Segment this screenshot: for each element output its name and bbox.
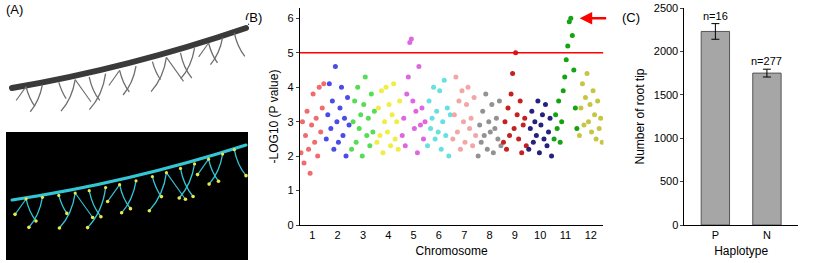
svg-text:n=277: n=277 [751,55,782,67]
svg-text:Chromosome: Chromosome [416,244,488,258]
svg-text:4: 4 [287,81,293,93]
html-text:(A): (A) [6,2,24,17]
svg-text:7: 7 [461,229,467,241]
svg-text:(B): (B) [245,10,263,25]
svg-text:1: 1 [309,229,315,241]
svg-text:2500: 2500 [654,2,678,14]
svg-text:1500: 1500 [654,89,678,101]
svg-text:(C): (C) [622,10,640,25]
svg-text:4: 4 [385,229,391,241]
svg-text:Haplotype: Haplotype [714,244,768,258]
svg-text:2: 2 [335,229,341,241]
svg-text:11: 11 [560,229,571,241]
svg-text:6: 6 [287,12,293,24]
svg-text:0: 0 [287,219,293,231]
svg-text:1: 1 [287,184,293,196]
svg-text:P: P [712,229,719,241]
svg-text:0: 0 [672,219,678,231]
svg-text:2: 2 [287,150,293,162]
svg-text:Number of root tip: Number of root tip [633,68,647,164]
svg-text:6: 6 [436,229,442,241]
svg-text:1000: 1000 [654,132,678,144]
svg-text:N: N [763,229,771,241]
svg-text:2000: 2000 [654,45,678,57]
svg-text:9: 9 [512,229,518,241]
svg-text:12: 12 [585,229,597,241]
svg-text:n=16: n=16 [703,10,728,22]
svg-text:500: 500 [660,175,678,187]
svg-text:8: 8 [486,229,492,241]
svg-text:10: 10 [534,229,546,241]
svg-text:3: 3 [360,229,366,241]
svg-text:3: 3 [287,116,293,128]
svg-text:5: 5 [411,229,417,241]
svg-text:-LOG10 (P value): -LOG10 (P value) [267,70,281,164]
svg-text:5: 5 [287,47,293,59]
